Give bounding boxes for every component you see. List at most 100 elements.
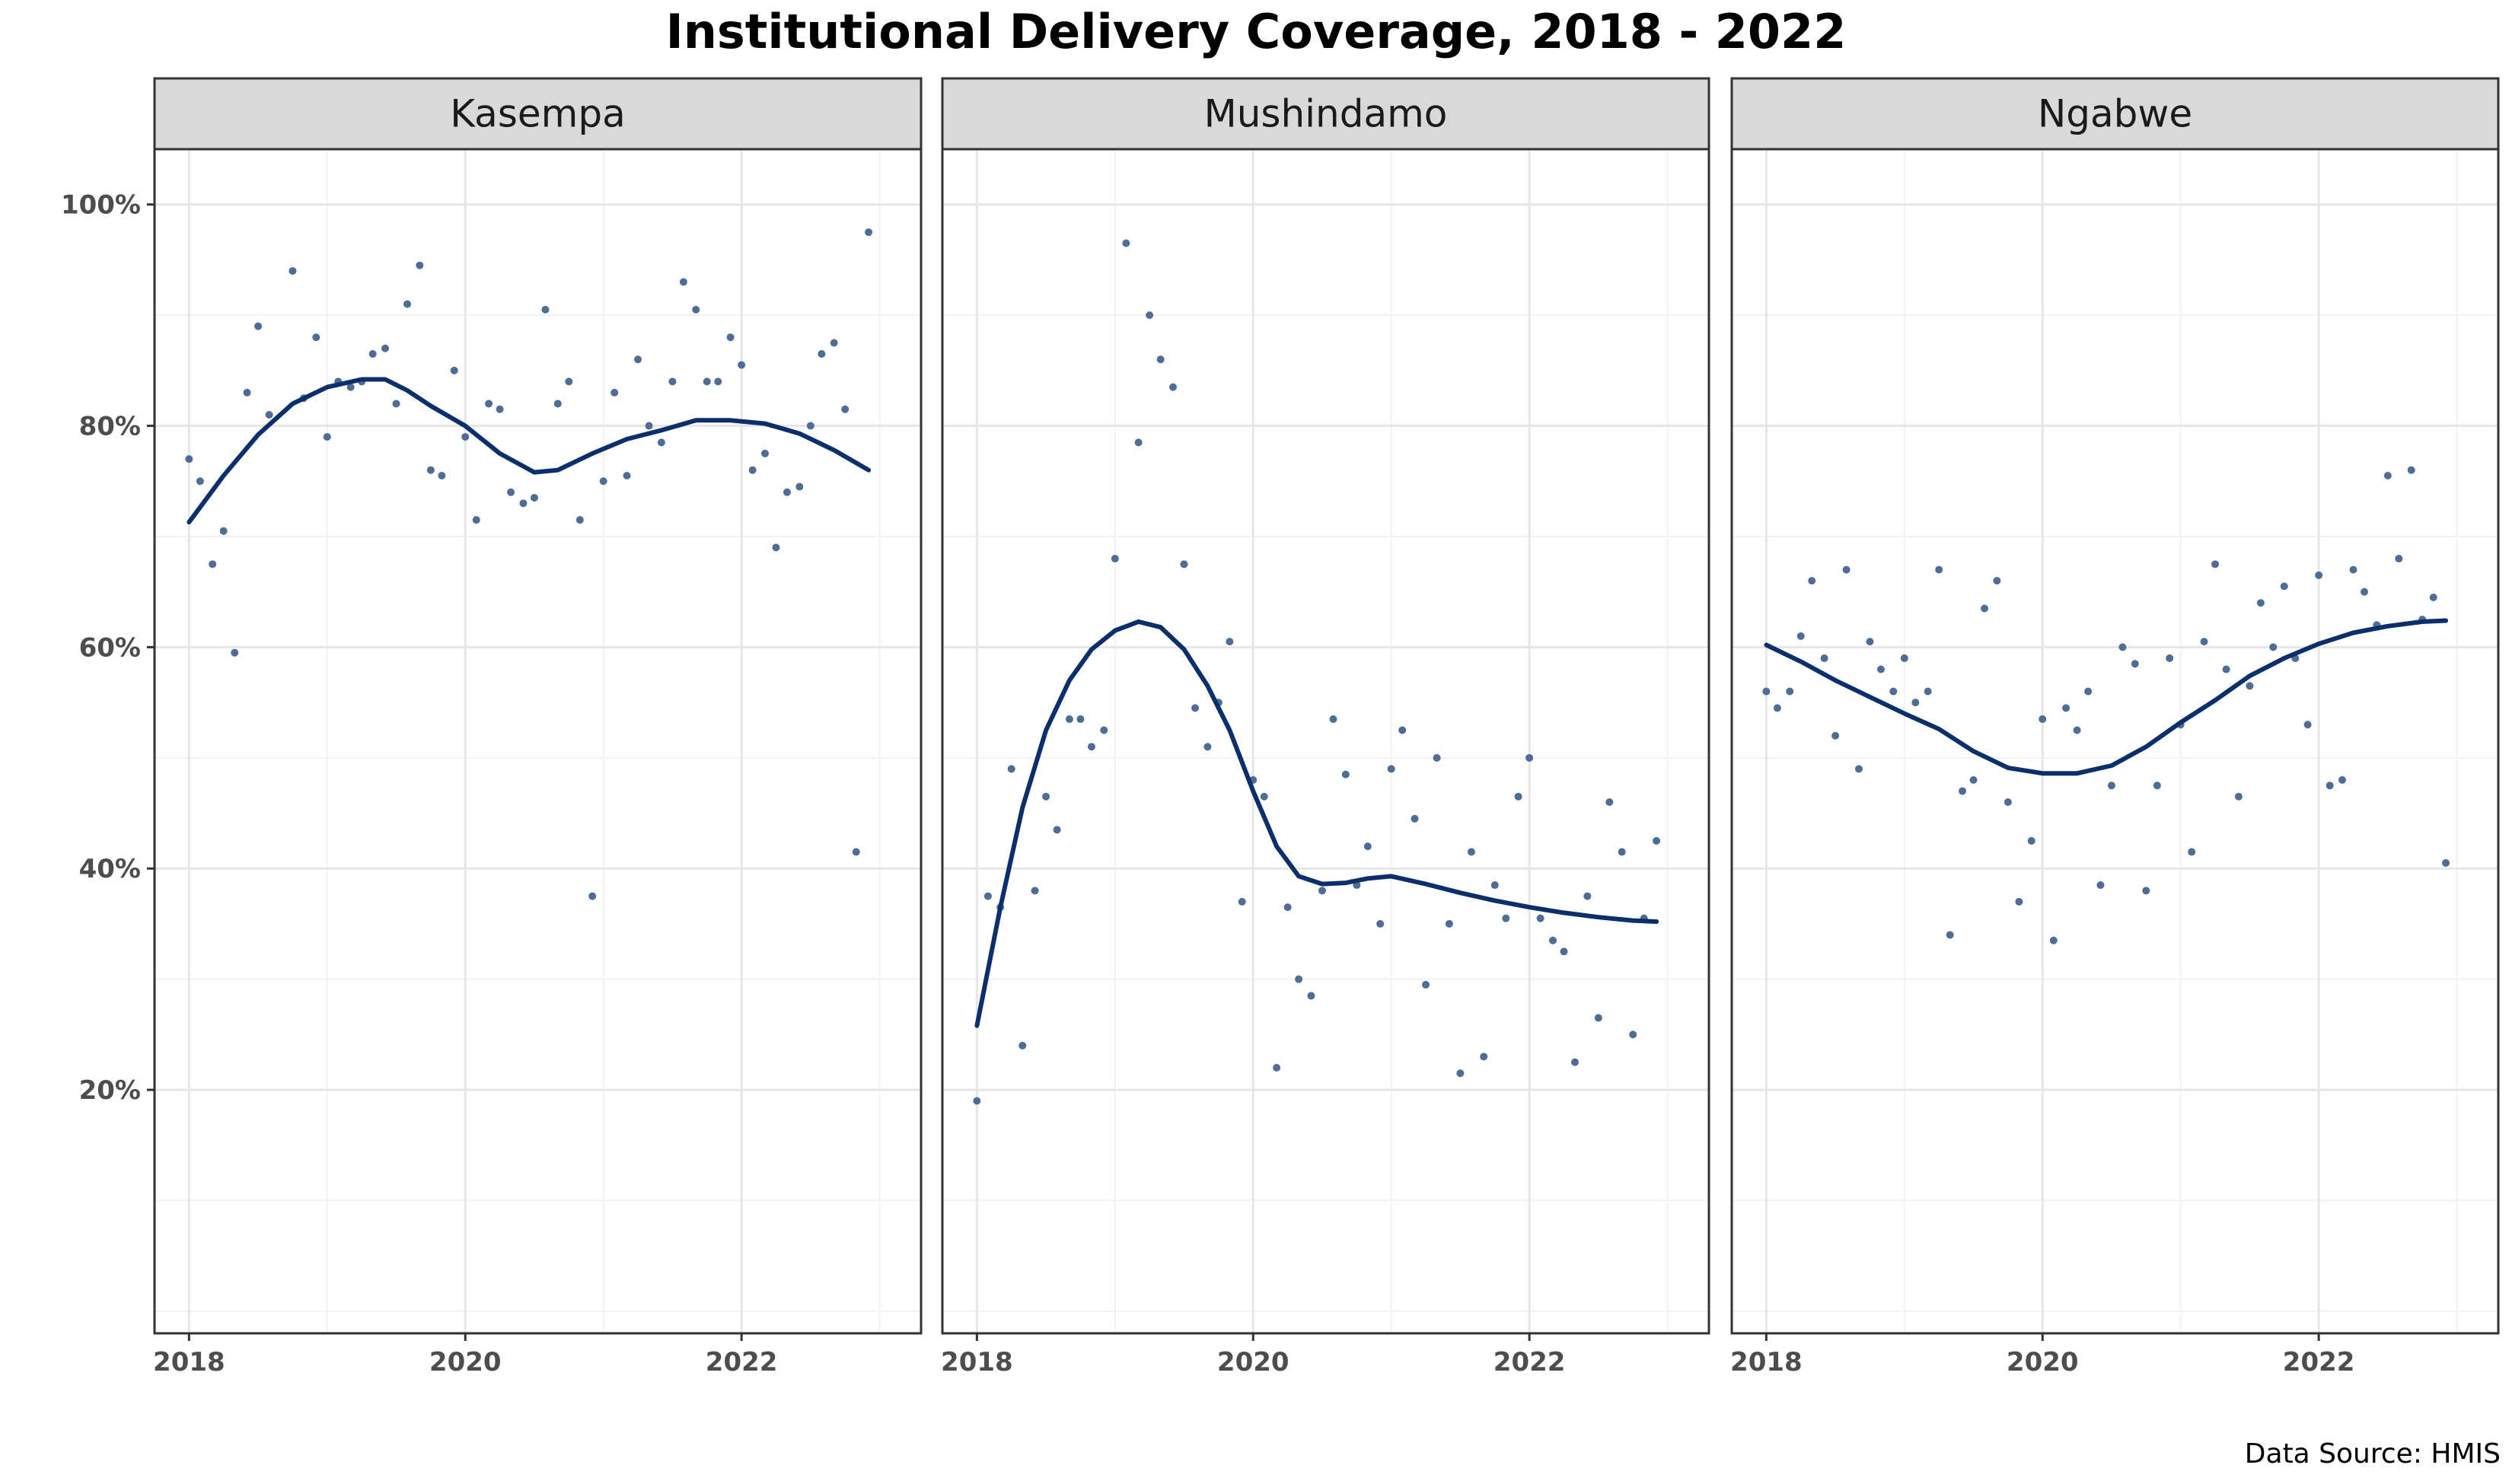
data-point	[2234, 792, 2243, 801]
x-tick-label: 2020	[2007, 1347, 2079, 1377]
data-point	[2315, 571, 2323, 579]
data-point	[1411, 814, 1419, 823]
data-point	[1445, 919, 1453, 928]
data-point	[588, 892, 597, 900]
smooth-trend-line	[974, 619, 1659, 1028]
facet-strip	[153, 77, 923, 151]
data-point	[2383, 471, 2392, 479]
facet-panels: Kasempa 2018 2020 2022 20% 40% 60% 80% 100% Mushi…	[61, 77, 2500, 1377]
data-point	[852, 848, 860, 856]
data-point	[714, 377, 722, 386]
data-point	[575, 516, 584, 524]
data-point	[1969, 775, 1978, 784]
data-point	[1283, 903, 1292, 912]
data-point	[1490, 881, 1499, 890]
data-point	[2015, 897, 2023, 906]
data-point	[1007, 765, 1015, 773]
data-point	[438, 471, 446, 479]
data-point	[1087, 743, 1095, 751]
data-point	[2039, 715, 2047, 723]
y-tick-label: 20%	[79, 1075, 141, 1106]
data-point	[1156, 355, 1165, 364]
data-point	[2349, 565, 2357, 574]
data-point	[2280, 582, 2288, 591]
data-point	[1122, 239, 1130, 247]
data-point	[1820, 654, 1828, 662]
data-point	[1307, 992, 1315, 1000]
data-point	[2407, 466, 2415, 474]
data-point	[450, 366, 458, 374]
data-point	[416, 261, 424, 269]
data-point	[461, 433, 470, 441]
data-point	[806, 422, 814, 430]
data-point	[219, 527, 228, 535]
data-point	[2200, 638, 2208, 646]
data-point	[1341, 770, 1350, 779]
data-point	[1981, 604, 1989, 613]
y-tick-label: 80%	[79, 412, 141, 442]
data-point	[323, 433, 331, 441]
data-point	[772, 543, 780, 552]
data-point	[865, 228, 873, 237]
data-point	[818, 350, 826, 358]
data-point	[1065, 715, 1073, 723]
data-point	[565, 377, 573, 386]
facet-panel-mushindamo: Mushindamo 2018 2020 2022	[941, 77, 1710, 1377]
data-point	[1191, 704, 1200, 712]
data-point	[507, 488, 515, 496]
data-point	[1946, 931, 1954, 939]
data-point	[2096, 881, 2105, 890]
data-point	[1134, 438, 1143, 447]
data-point	[1226, 638, 1234, 646]
data-point	[381, 344, 390, 352]
facet-strip-label: Mushindamo	[1204, 92, 1448, 136]
data-point	[2118, 643, 2127, 651]
data-point	[1911, 699, 1920, 707]
data-point	[2107, 782, 2115, 790]
data-point	[973, 1097, 981, 1105]
smooth-trend-line	[1764, 618, 2449, 776]
data-point	[254, 322, 263, 330]
data-point	[1273, 1063, 1281, 1072]
data-point	[2222, 665, 2230, 674]
data-point	[1536, 914, 1544, 922]
data-point	[645, 422, 653, 430]
data-point	[1318, 887, 1326, 895]
data-point	[2027, 836, 2035, 845]
data-point	[2211, 560, 2220, 568]
data-point	[231, 648, 239, 657]
data-point	[1295, 975, 1303, 983]
data-point	[1363, 842, 1372, 851]
data-point	[1548, 936, 1557, 944]
data-point	[2049, 936, 2058, 944]
data-point	[2303, 721, 2312, 729]
data-point	[403, 300, 412, 308]
data-point	[2246, 682, 2254, 690]
data-point	[841, 405, 850, 413]
data-source-caption: Data Source: HMIS	[2245, 1438, 2501, 1470]
data-point	[243, 388, 251, 396]
facet-strip-label: Ngabwe	[2038, 92, 2192, 136]
data-point	[209, 560, 217, 568]
data-point	[1238, 897, 1246, 906]
data-point	[1042, 792, 1050, 801]
x-tick-label: 2018	[1730, 1347, 1803, 1377]
smooth-trend-line	[186, 377, 872, 525]
panel-border	[153, 148, 923, 1335]
data-point	[692, 305, 700, 314]
data-point	[1900, 654, 1908, 662]
data-point	[2269, 643, 2278, 651]
data-point	[1959, 787, 1967, 795]
data-point	[368, 350, 377, 358]
data-point	[1203, 743, 1212, 751]
data-point	[426, 466, 435, 474]
data-point	[1605, 798, 1614, 806]
x-tick-label: 2022	[706, 1347, 778, 1377]
data-point	[485, 400, 493, 408]
data-point	[2338, 775, 2346, 784]
data-point	[1618, 848, 1626, 856]
data-point	[519, 499, 528, 508]
data-point	[783, 488, 792, 496]
data-point	[553, 400, 562, 408]
